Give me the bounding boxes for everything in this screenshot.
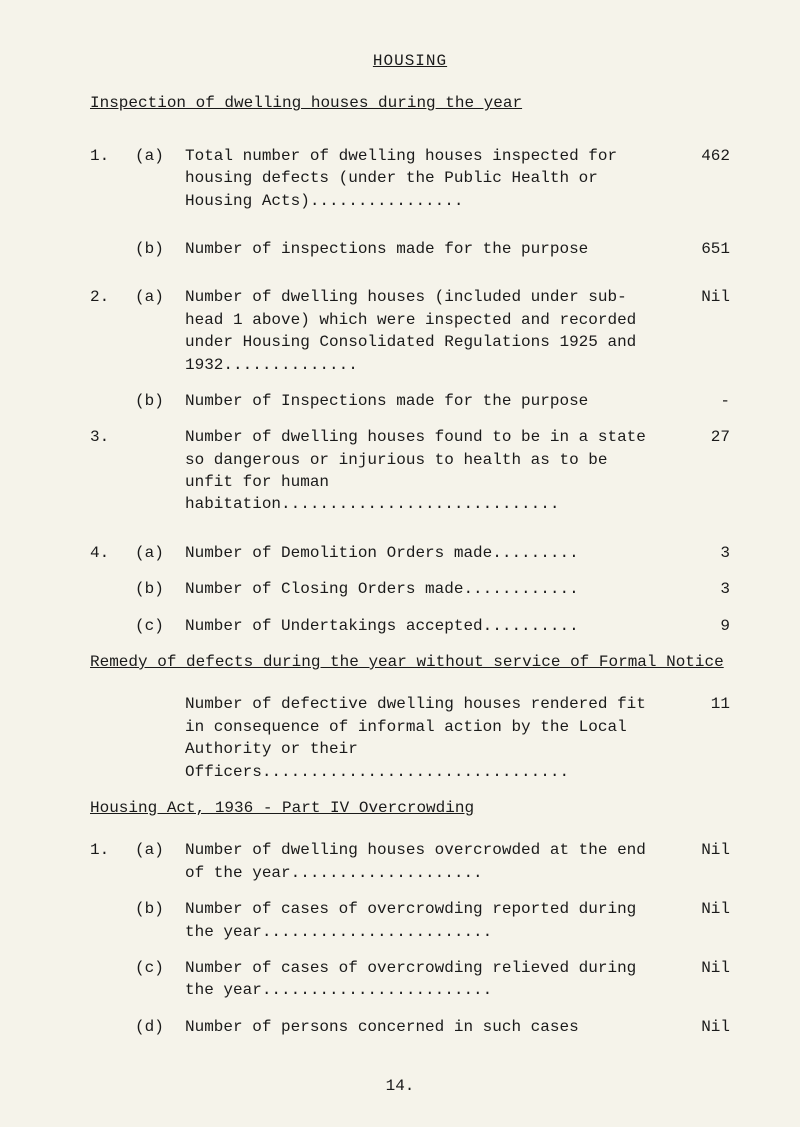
item-value: Nil [670, 1016, 730, 1038]
item-text: Number of dwelling houses found to be in… [185, 426, 670, 516]
list-item: (c) Number of cases of overcrowding reli… [90, 957, 730, 1002]
item-value: 3 [670, 542, 730, 564]
item-value: Nil [670, 839, 730, 884]
list-item: Number of defective dwelling houses rend… [90, 693, 730, 783]
item-text: Total number of dwelling houses inspecte… [185, 145, 670, 212]
item-text: Number of Closing Orders made...........… [185, 578, 670, 600]
list-item: (c) Number of Undertakings accepted.....… [90, 615, 730, 637]
list-item: 3. Number of dwelling houses found to be… [90, 426, 730, 516]
item-number: 1. [90, 145, 135, 212]
item-text: Number of cases of overcrowding reported… [185, 898, 670, 943]
list-item: 2. (a) Number of dwelling houses (includ… [90, 286, 730, 376]
item-number [90, 957, 135, 1002]
item-number: 3. [90, 426, 135, 516]
item-number [90, 578, 135, 600]
item-letter [135, 426, 185, 516]
item-text: Number of Undertakings accepted.........… [185, 615, 670, 637]
item-value: Nil [670, 286, 730, 376]
item-text: Number of Demolition Orders made........… [185, 542, 670, 564]
item-letter: (b) [135, 578, 185, 600]
item-letter: (a) [135, 839, 185, 884]
item-number [90, 1016, 135, 1038]
item-value: Nil [670, 898, 730, 943]
item-value: - [670, 390, 730, 412]
item-number: 1. [90, 839, 135, 884]
item-number [90, 693, 135, 783]
item-value: 462 [670, 145, 730, 212]
item-letter: (c) [135, 957, 185, 1002]
item-value: 651 [670, 238, 730, 260]
list-item: (b) Number of cases of overcrowding repo… [90, 898, 730, 943]
item-text: Number of defective dwelling houses rend… [185, 693, 670, 783]
item-text: Number of dwelling houses overcrowded at… [185, 839, 670, 884]
item-letter: (a) [135, 286, 185, 376]
item-text: Number of cases of overcrowding relieved… [185, 957, 670, 1002]
document-title: HOUSING [90, 50, 730, 72]
section-heading: Remedy of defects during the year withou… [90, 651, 730, 673]
list-item: 1. (a) Number of dwelling houses overcro… [90, 839, 730, 884]
item-letter: (a) [135, 542, 185, 564]
item-letter: (a) [135, 145, 185, 212]
section-heading: Housing Act, 1936 - Part IV Overcrowding [90, 797, 730, 819]
page-number: 14. [0, 1075, 800, 1097]
item-text: Number of Inspections made for the purpo… [185, 390, 670, 412]
item-text: Number of persons concerned in such case… [185, 1016, 670, 1038]
item-number [90, 390, 135, 412]
item-letter: (b) [135, 390, 185, 412]
item-text: Number of inspections made for the purpo… [185, 238, 670, 260]
item-letter: (b) [135, 898, 185, 943]
list-item: (b) Number of Inspections made for the p… [90, 390, 730, 412]
list-item: 4. (a) Number of Demolition Orders made.… [90, 542, 730, 564]
item-letter: (d) [135, 1016, 185, 1038]
item-number: 4. [90, 542, 135, 564]
list-item: (b) Number of Closing Orders made.......… [90, 578, 730, 600]
list-item: (d) Number of persons concerned in such … [90, 1016, 730, 1038]
item-text: Number of dwelling houses (included unde… [185, 286, 670, 376]
item-value: 3 [670, 578, 730, 600]
list-item: 1. (a) Total number of dwelling houses i… [90, 145, 730, 212]
item-number [90, 238, 135, 260]
section-subtitle: Inspection of dwelling houses during the… [90, 92, 730, 114]
item-number: 2. [90, 286, 135, 376]
item-letter [135, 693, 185, 783]
item-letter: (b) [135, 238, 185, 260]
item-value: 27 [670, 426, 730, 516]
item-value: 11 [670, 693, 730, 783]
item-number [90, 898, 135, 943]
item-number [90, 615, 135, 637]
list-item: (b) Number of inspections made for the p… [90, 238, 730, 260]
item-letter: (c) [135, 615, 185, 637]
item-value: Nil [670, 957, 730, 1002]
item-value: 9 [670, 615, 730, 637]
